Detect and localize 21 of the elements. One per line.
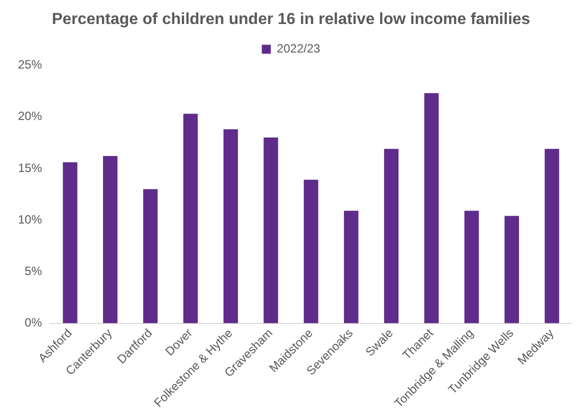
y-tick-label: 10% <box>18 212 42 226</box>
bar <box>424 93 439 324</box>
legend-label: 2022/23 <box>276 42 321 56</box>
bar <box>384 148 399 324</box>
bar <box>344 210 358 324</box>
chart-title: Percentage of children under 16 in relative low income families <box>52 11 530 28</box>
bar <box>62 162 78 324</box>
y-tick-label: 15% <box>18 160 42 175</box>
bar <box>183 114 198 324</box>
y-tick-label: 20% <box>18 109 42 124</box>
bar <box>143 189 158 324</box>
y-tick-label: 5% <box>24 264 42 278</box>
y-tick-label: 0% <box>24 316 42 330</box>
bar <box>504 216 519 324</box>
bar <box>223 129 238 324</box>
y-tick-label: 25% <box>18 58 42 72</box>
bar <box>264 137 278 324</box>
bar <box>464 210 479 324</box>
bar <box>304 180 318 324</box>
bar <box>103 156 118 324</box>
bar <box>544 148 560 324</box>
